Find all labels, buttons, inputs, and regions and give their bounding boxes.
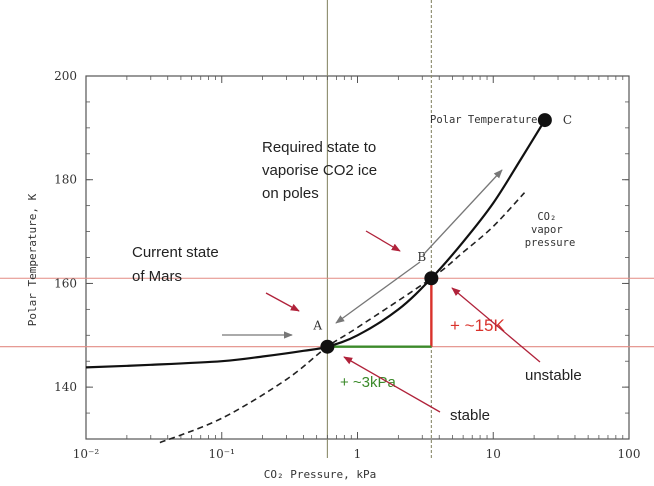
point-a-marker — [320, 339, 335, 354]
required-state-label: Required state to vaporise CO2 ice on po… — [262, 139, 381, 202]
current-state-line-1: Current state — [132, 244, 219, 261]
vapor-pressure-label: CO₂ vapor pressure — [525, 211, 576, 249]
vapor-pressure-line-2: vapor — [531, 224, 563, 236]
x-axis-title: CO₂ Pressure, kPa — [264, 468, 377, 481]
y-tick-label: 140 — [54, 380, 77, 394]
series-layer — [85, 119, 546, 444]
delta-p-label: + ~3kPa — [340, 374, 397, 391]
x-tick-label: 100 — [618, 447, 641, 461]
x-axis-ticks: 10⁻² 10⁻¹ 1 10 100 — [73, 76, 641, 461]
required-state-line-1: Required state to — [262, 139, 376, 156]
point-c-label: C — [563, 113, 572, 127]
point-b-marker — [424, 271, 439, 286]
x-tick-label: 10⁻¹ — [209, 447, 235, 461]
data-points: A B C — [312, 113, 572, 354]
arrow-unstable-to-b — [451, 287, 541, 363]
current-state-label: Current state of Mars — [132, 244, 223, 285]
x-tick-label: 10⁻² — [73, 447, 100, 461]
arrow-stable-to-a — [343, 356, 441, 413]
x-tick-label: 1 — [354, 447, 362, 461]
point-b-label: B — [417, 250, 426, 264]
arrow-to-a — [265, 292, 300, 312]
required-state-line-2: vaporise CO2 ice — [262, 162, 377, 179]
y-tick-label: 160 — [54, 276, 77, 290]
gray-arrow-up-right — [422, 169, 503, 256]
point-c-marker — [537, 113, 552, 128]
arrow-to-b — [365, 230, 401, 252]
stable-label: stable — [450, 407, 490, 424]
vapor-pressure-line-1: CO₂ — [537, 211, 556, 223]
y-axis-title: Polar Temperature, K — [26, 193, 39, 326]
delta-markers — [327, 278, 433, 348]
required-state-line-3: on poles — [262, 185, 319, 202]
y-tick-label: 180 — [54, 173, 77, 187]
polar-temperature-label: Polar Temperature — [430, 114, 537, 126]
unstable-label: unstable — [525, 367, 582, 384]
vapor-pressure-line-3: pressure — [525, 237, 576, 249]
y-tick-label: 200 — [54, 69, 77, 83]
current-state-line-2: of Mars — [132, 268, 182, 285]
polar-temperature-curve — [85, 119, 546, 369]
y-axis-ticks: 140 160 180 200 — [54, 69, 629, 440]
point-a-label: A — [312, 319, 322, 333]
vapor-pressure-curve — [159, 192, 526, 444]
x-tick-label: 10 — [486, 447, 501, 461]
gray-arrow-b-to-a — [335, 261, 421, 324]
